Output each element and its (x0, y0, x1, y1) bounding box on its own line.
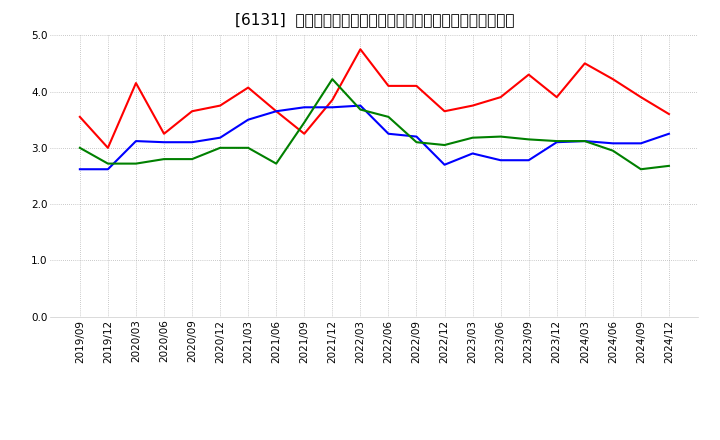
売上債権回転率 (188, 109, 197, 114)
在庫回転率 (608, 148, 617, 153)
在庫回転率 (552, 139, 561, 144)
買入債務回転率 (356, 103, 365, 108)
Line: 在庫回転率: 在庫回転率 (80, 79, 669, 169)
在庫回転率 (328, 77, 337, 82)
在庫回転率 (272, 161, 281, 166)
買入債務回転率 (216, 135, 225, 140)
買入債務回転率 (580, 139, 589, 144)
買入債務回転率 (76, 167, 84, 172)
在庫回転率 (636, 167, 645, 172)
売上債権回転率 (328, 97, 337, 103)
買入債務回転率 (412, 134, 420, 139)
買入債務回転率 (636, 141, 645, 146)
買入債務回転率 (132, 139, 140, 144)
在庫回転率 (412, 139, 420, 145)
買入債務回転率 (188, 139, 197, 145)
売上債権回転率 (524, 72, 533, 77)
在庫回転率 (580, 139, 589, 144)
売上債権回転率 (272, 109, 281, 114)
買入債務回転率 (608, 141, 617, 146)
売上債権回転率 (300, 131, 309, 136)
売上債権回転率 (440, 109, 449, 114)
売上債権回転率 (356, 47, 365, 52)
在庫回転率 (132, 161, 140, 166)
売上債権回転率 (636, 95, 645, 100)
在庫回転率 (188, 157, 197, 162)
買入債務回転率 (665, 131, 673, 136)
買入債務回転率 (104, 167, 112, 172)
在庫回転率 (216, 145, 225, 150)
買入債務回転率 (384, 131, 392, 136)
売上債権回転率 (608, 77, 617, 82)
売上債権回転率 (104, 145, 112, 150)
買入債務回転率 (496, 158, 505, 163)
在庫回転率 (300, 120, 309, 125)
売上債権回転率 (132, 81, 140, 86)
在庫回転率 (440, 143, 449, 148)
買入債務回転率 (160, 139, 168, 145)
在庫回転率 (496, 134, 505, 139)
買入債務回転率 (300, 105, 309, 110)
売上債権回転率 (76, 114, 84, 120)
売上債権回転率 (468, 103, 477, 108)
買入債務回転率 (244, 117, 253, 122)
売上債権回転率 (580, 61, 589, 66)
Line: 買入債務回転率: 買入債務回転率 (80, 106, 669, 169)
在庫回転率 (160, 157, 168, 162)
在庫回転率 (76, 145, 84, 150)
在庫回転率 (356, 107, 365, 112)
買入債務回転率 (552, 139, 561, 145)
Title: [6131]  売上債権回転率、買入債務回転率、在庫回転率の推移: [6131] 売上債権回転率、買入債務回転率、在庫回転率の推移 (235, 12, 514, 27)
売上債権回転率 (665, 111, 673, 117)
買入債務回転率 (524, 158, 533, 163)
Line: 売上債権回転率: 売上債権回転率 (80, 49, 669, 148)
売上債権回転率 (244, 85, 253, 90)
買入債務回転率 (272, 109, 281, 114)
買入債務回転率 (440, 162, 449, 167)
在庫回転率 (384, 114, 392, 120)
売上債権回転率 (160, 131, 168, 136)
在庫回転率 (665, 163, 673, 169)
買入債務回転率 (468, 151, 477, 156)
在庫回転率 (104, 161, 112, 166)
売上債権回転率 (412, 83, 420, 88)
在庫回転率 (468, 135, 477, 140)
売上債権回転率 (216, 103, 225, 108)
売上債権回転率 (552, 95, 561, 100)
在庫回転率 (244, 145, 253, 150)
在庫回転率 (524, 137, 533, 142)
売上債権回転率 (496, 95, 505, 100)
買入債務回転率 (328, 105, 337, 110)
売上債権回転率 (384, 83, 392, 88)
